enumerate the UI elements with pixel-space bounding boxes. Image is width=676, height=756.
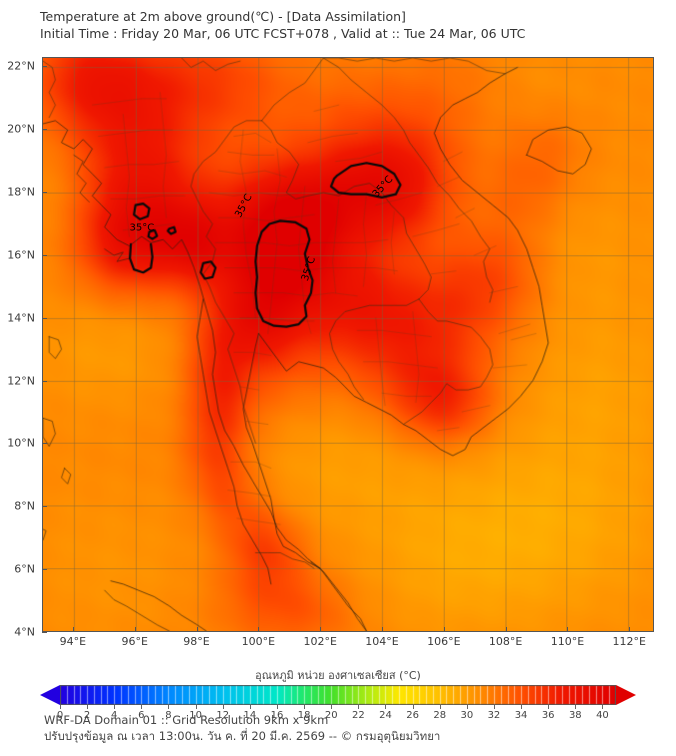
x-axis-tick-mark xyxy=(443,627,445,632)
y-axis-tick-mark xyxy=(42,66,47,68)
y-axis-tick-label: 4°N xyxy=(14,625,35,639)
x-axis-tick-label: 94°E xyxy=(59,635,87,648)
colorbar-tick-label: 16 xyxy=(270,710,284,721)
colorbar-tick-label: 6 xyxy=(138,710,145,721)
temperature-map[interactable]: 35°C 35°C 35°C 35°C xyxy=(42,57,654,632)
colorbar-tick-mark xyxy=(249,705,251,709)
colorbar-tick-label: 32 xyxy=(487,710,501,721)
colorbar-tick-label: 24 xyxy=(379,710,392,721)
colorbar-tick-mark xyxy=(493,705,495,709)
colorbar-tick-label: 10 xyxy=(189,710,202,721)
x-axis-tick-mark xyxy=(505,627,507,632)
x-axis-tick-label: 98°E xyxy=(183,635,210,648)
title-line-1: Temperature at 2m above ground(℃) - [Dat… xyxy=(40,9,406,24)
x-axis-tick-label: 100°E xyxy=(241,635,276,648)
y-axis-tick-mark xyxy=(42,254,47,256)
colorbar-tick-mark xyxy=(168,705,170,709)
colorbar-tick-label: 22 xyxy=(351,710,365,721)
colorbar-tick-mark xyxy=(276,705,278,709)
y-axis-tick-label: 20°N xyxy=(7,122,35,136)
colorbar-body xyxy=(60,685,616,705)
y-axis-tick-mark xyxy=(42,380,47,382)
y-axis-tick-label: 16°N xyxy=(7,248,35,262)
colorbar-tick-mark xyxy=(466,705,468,709)
x-axis-tick-label: 110°E xyxy=(550,635,585,648)
colorbar-tick-label: 28 xyxy=(433,710,447,721)
colorbar-tick-label: 34 xyxy=(514,710,528,721)
y-axis-tick-mark xyxy=(42,317,47,319)
y-axis-tick-mark xyxy=(42,632,47,633)
colorbar-tick-label: 12 xyxy=(216,710,230,721)
colorbar-tick-mark xyxy=(331,705,333,709)
y-axis-tick-mark xyxy=(42,129,47,131)
colorbar-tick-mark xyxy=(385,705,387,709)
colorbar-tick-label: 4 xyxy=(111,710,118,721)
colorbar-tick-mark xyxy=(548,705,550,709)
colorbar-tick-mark xyxy=(114,705,116,709)
colorbar-extend-high-arrow xyxy=(616,685,636,705)
x-axis-tick-mark xyxy=(196,627,198,632)
colorbar[interactable] xyxy=(40,685,636,705)
chart-title-block: Temperature at 2m above ground(℃) - [Dat… xyxy=(40,8,660,42)
colorbar-tick-mark xyxy=(575,705,577,709)
colorbar-extend-low-arrow xyxy=(40,685,60,705)
x-axis-tick-label: 108°E xyxy=(488,635,523,648)
colorbar-tick-label: 40 xyxy=(596,710,609,721)
footer-line-2: ปรับปรุงข้อมูล ณ เวลา 13:00น. วัน ค. ที่… xyxy=(44,729,441,743)
x-axis-tick-mark xyxy=(258,627,260,632)
y-axis-tick-mark xyxy=(42,569,47,571)
y-axis-tick-label: 22°N xyxy=(7,59,35,73)
colorbar-tick-label: 14 xyxy=(243,710,257,721)
colorbar-tick-label: 0 xyxy=(56,710,64,721)
colorbar-tick-mark xyxy=(60,705,61,709)
colorbar-tick-label: 36 xyxy=(541,710,555,721)
y-axis-tick-label: 10°N xyxy=(7,436,35,450)
colorbar-segment-lines xyxy=(60,685,616,705)
y-axis-tick-mark xyxy=(42,192,47,194)
temperature-field-canvas xyxy=(43,58,653,631)
colorbar-tick-label: 38 xyxy=(568,710,582,721)
colorbar-tick-label: 20 xyxy=(324,710,338,721)
y-axis-tick-mark xyxy=(42,506,47,508)
y-axis-tick-label: 6°N xyxy=(14,562,35,576)
x-axis-tick-mark xyxy=(320,627,322,632)
y-axis-tick-mark xyxy=(42,443,47,445)
x-axis-tick-mark xyxy=(382,627,383,632)
colorbar-tick-label: 30 xyxy=(460,710,474,721)
colorbar-tick-mark xyxy=(602,705,604,709)
colorbar-tick-mark xyxy=(358,705,360,709)
colorbar-tick-mark xyxy=(439,705,441,709)
colorbar-tick-label: 26 xyxy=(406,710,419,721)
footer-line-1: WRF-DA Domain 01 :: Grid Resolution 9km … xyxy=(44,713,329,727)
x-axis-tick-mark xyxy=(72,627,74,632)
x-axis-tick-mark xyxy=(567,627,569,632)
footer-block: WRF-DA Domain 01 :: Grid Resolution 9km … xyxy=(44,712,644,744)
x-axis-tick-label: 104°E xyxy=(365,635,399,648)
title-line-2: Initial Time : Friday 20 Mar, 06 UTC FCS… xyxy=(40,26,526,41)
colorbar-tick-mark xyxy=(87,705,89,709)
y-axis-tick-label: 12°N xyxy=(7,374,35,388)
colorbar-tick-label: 8 xyxy=(165,710,172,721)
colorbar-tick-mark xyxy=(195,705,197,709)
colorbar-tick-mark xyxy=(141,705,143,709)
colorbar-title: อุณหภูมิ หน่วย องศาเซลเซียส (°C) xyxy=(255,669,421,682)
x-axis-tick-label: 96°E xyxy=(121,635,148,648)
y-axis-tick-label: 8°N xyxy=(14,499,35,513)
x-axis-tick-mark xyxy=(629,627,631,632)
colorbar-tick-mark xyxy=(521,705,523,709)
x-axis-tick-label: 112°E xyxy=(612,635,646,648)
x-axis-tick-label: 102°E xyxy=(303,635,337,648)
colorbar-tick-label: 18 xyxy=(297,710,311,721)
colorbar-tick-mark xyxy=(412,705,414,709)
colorbar-tick-mark xyxy=(222,705,224,709)
colorbar-tick-label: 2 xyxy=(83,710,91,721)
x-axis-tick-label: 106°E xyxy=(427,635,461,648)
y-axis-tick-label: 14°N xyxy=(7,311,35,325)
x-axis-tick-mark xyxy=(134,627,136,632)
colorbar-tick-mark xyxy=(304,705,306,709)
y-axis-tick-label: 18°N xyxy=(7,185,35,199)
